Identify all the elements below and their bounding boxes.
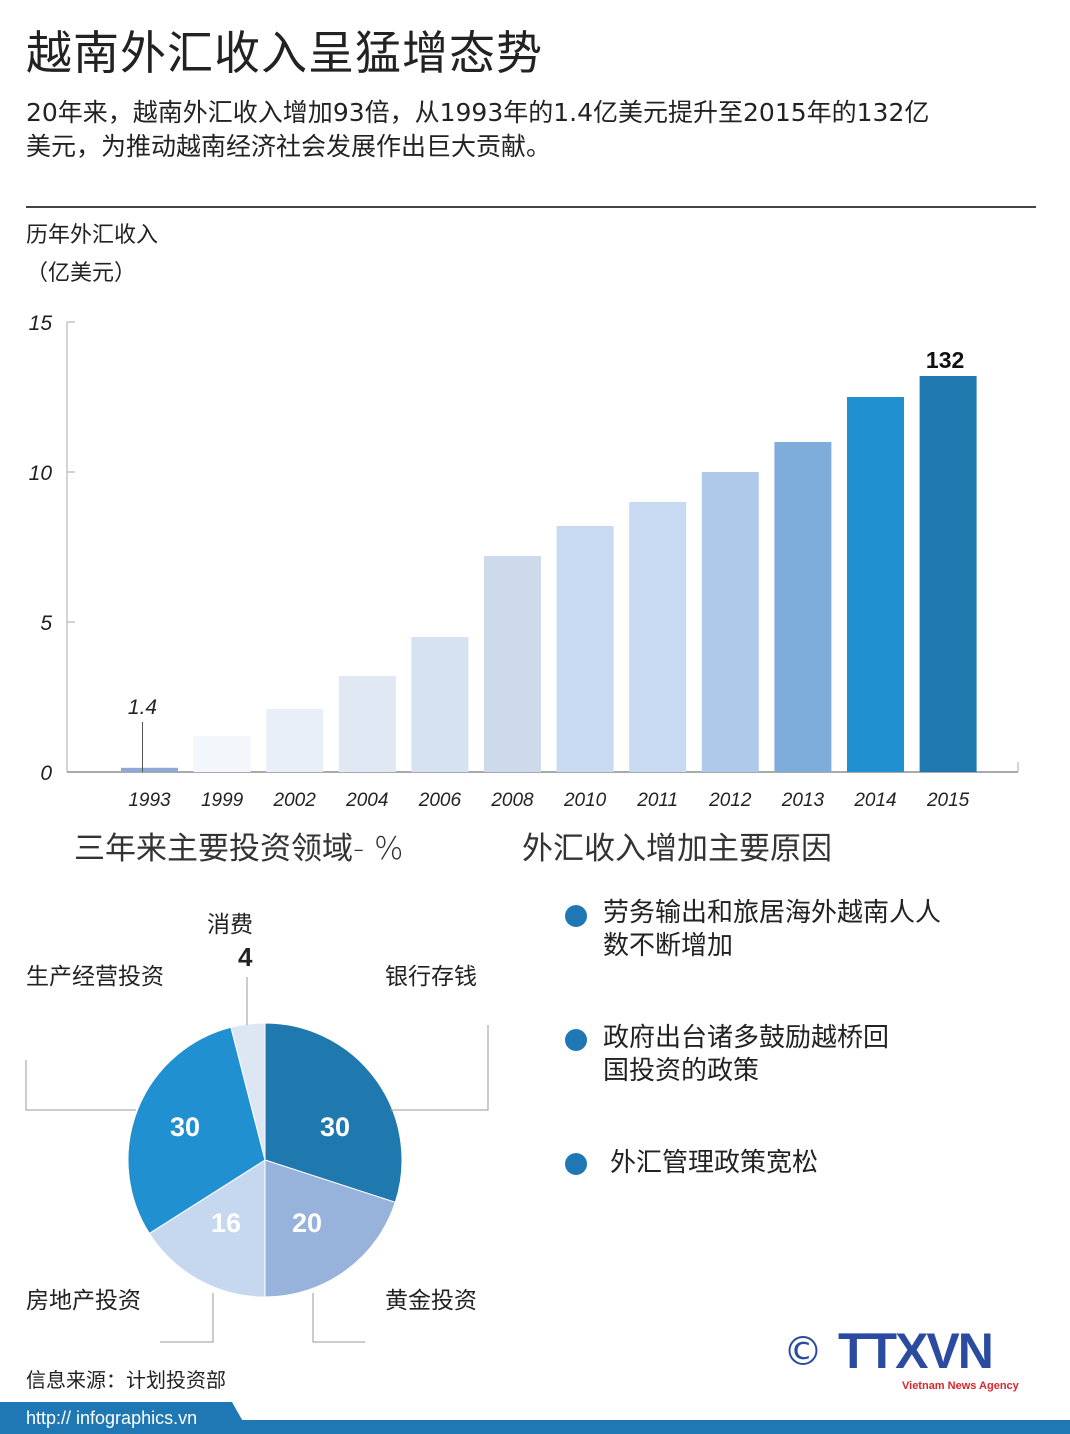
x-tick-label: 2006 — [418, 790, 462, 811]
pie-slice — [264, 1159, 396, 1298]
x-tick-label: 1999 — [201, 790, 244, 811]
site-link[interactable]: http:// infographics.vn — [26, 1408, 198, 1428]
bar-1999 — [193, 736, 251, 772]
pie-chart-title: 三年来主要投资领域- % — [74, 831, 404, 867]
page-subtitle: 20年来，越南外汇收入增加93倍，从1993年的1.4亿美元提升至2015年的1… — [26, 98, 930, 161]
bar-2004 — [338, 676, 396, 772]
pie-slice — [127, 1026, 266, 1235]
divider — [26, 206, 1036, 208]
x-tick-label: 2010 — [563, 790, 607, 811]
y-tick-label: 10 — [29, 462, 53, 485]
reason-item: 政府出台诸多鼓励越桥回国投资的政策 — [603, 1023, 890, 1086]
bullet-icon — [565, 905, 587, 927]
leader-gold — [312, 1293, 365, 1343]
pie-slice — [148, 1159, 266, 1298]
reason-item: 劳务输出和旅居海外越南人人数不断增加 — [603, 898, 942, 961]
copyright-icon: © — [783, 1329, 823, 1375]
pie-slice — [264, 1022, 403, 1203]
bar-chart-title: 历年外汇收入 — [26, 223, 159, 248]
bar-2011 — [629, 502, 687, 772]
y-tick-label: 5 — [40, 612, 52, 635]
x-tick-label: 2013 — [781, 790, 825, 811]
pie-label-gold: 黄金投资 — [385, 1288, 477, 1314]
data-label: 1.4 — [128, 696, 157, 719]
y-tick-label: 15 — [29, 312, 53, 335]
ttxvn-logo: TTXVN — [838, 1323, 994, 1379]
page-title: 越南外汇收入呈猛增态势 — [26, 26, 543, 80]
x-tick-label: 1993 — [128, 790, 171, 811]
pie-label-realestate: 房地产投资 — [26, 1288, 141, 1314]
x-tick-label: 2015 — [926, 790, 970, 811]
x-tick-label: 2011 — [636, 790, 678, 811]
bullet-icon — [565, 1153, 587, 1175]
bullet-icon — [565, 1029, 587, 1051]
pie-label-bank: 银行存钱 — [385, 964, 477, 990]
x-tick-label: 2012 — [708, 790, 752, 811]
leader-bank — [390, 1025, 489, 1111]
bar-chart: 0 5 10 15 1993 1.4 1999 2002 2004 2006 2008 2010 201… — [29, 312, 1019, 811]
url-tab — [0, 1402, 250, 1434]
pie-chart — [25, 977, 489, 1343]
pie-slice — [230, 1022, 266, 1161]
bar-2012 — [701, 472, 759, 772]
leader-realestate — [160, 1293, 214, 1343]
bar-chart-unit: （亿美元） — [26, 261, 137, 286]
pie-value-bank: 30 — [320, 1112, 351, 1142]
pie-value-business: 30 — [170, 1112, 201, 1142]
x-tick-label: 2004 — [345, 790, 388, 811]
bar-2010 — [556, 526, 614, 772]
pie-label-business: 生产经营投资 — [26, 964, 164, 990]
bar-2002 — [266, 709, 324, 772]
pie-value-realestate: 16 — [211, 1208, 242, 1238]
footer-bar — [0, 1420, 1070, 1434]
bar-2014 — [847, 397, 904, 772]
bar-2006 — [411, 637, 469, 772]
x-tick-label: 2014 — [853, 790, 896, 811]
y-tick-label: 0 — [40, 762, 52, 785]
logo-subtitle: Vietnam News Agency — [902, 1380, 1019, 1392]
x-tick-label: 2008 — [490, 790, 534, 811]
pie-label-consumption: 消费 — [207, 912, 253, 938]
reasons-title: 外汇收入增加主要原因 — [522, 831, 832, 867]
pie-value-consumption: 4 — [238, 942, 253, 972]
bar-2008 — [484, 556, 541, 772]
data-label: 132 — [926, 347, 964, 373]
reason-item: 外汇管理政策宽松 — [610, 1148, 819, 1178]
source-note: 信息来源：计划投资部 — [26, 1368, 226, 1392]
leader-business — [25, 1060, 136, 1111]
bar-2015 — [919, 376, 977, 772]
pie-value-gold: 20 — [292, 1208, 323, 1238]
bar-2013 — [774, 442, 832, 772]
bar-1993 — [121, 767, 178, 772]
x-tick-label: 2002 — [273, 790, 317, 811]
